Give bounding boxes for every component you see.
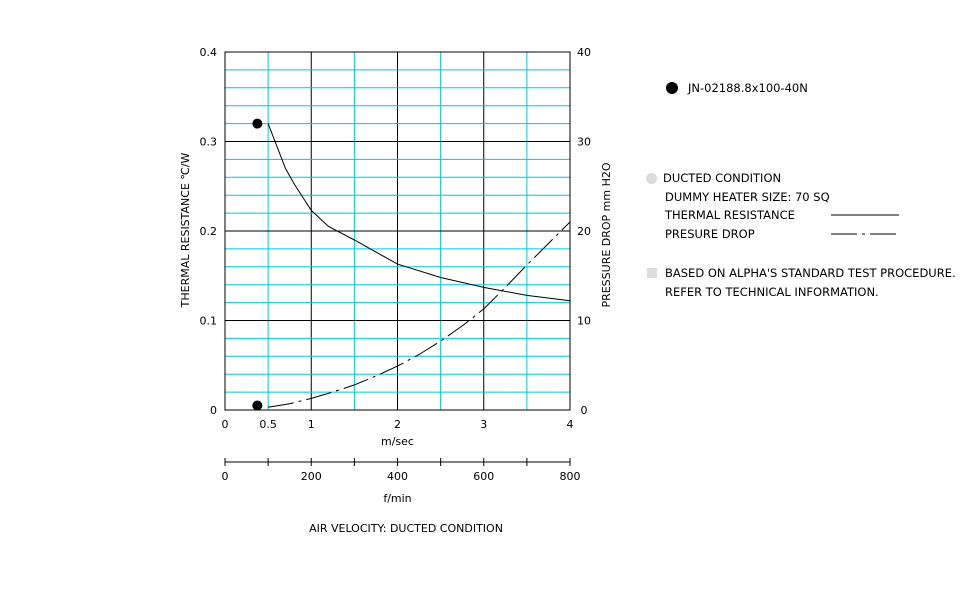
thermal-legend-row: THERMAL RESISTANCE (646, 206, 901, 225)
y-right-tick-label: 10 (577, 315, 591, 328)
x-tick-label: 4 (567, 418, 574, 431)
y-left-tick-label: 0.4 (200, 46, 218, 59)
y-left-tick-label: 0.1 (200, 315, 218, 328)
plot-frame (224, 51, 571, 411)
x-bottom-caption: AIR VELOCITY: DUCTED CONDITION (309, 522, 503, 535)
condition-row: DUCTED CONDITION (646, 169, 901, 188)
y-left-tick-label: 0 (210, 404, 217, 417)
note-line-1: BASED ON ALPHA'S STANDARD TEST PROCEDURE… (665, 266, 956, 280)
grey-dot-icon (646, 172, 657, 184)
y-right-tick-label: 30 (577, 136, 591, 149)
note-row: BASED ON ALPHA'S STANDARD TEST PROCEDURE… (647, 264, 956, 283)
y-left-tick-label: 0.3 (200, 136, 218, 149)
solid-line-icon (831, 214, 899, 216)
pressure-legend-row: PRESURE DROP (646, 225, 901, 244)
x2-tick-label: 600 (473, 470, 494, 483)
chart-series (267, 123, 571, 408)
dashdot-line-icon (831, 233, 899, 235)
black-dot-icon (666, 82, 678, 94)
y-right-tick-label: 20 (577, 225, 591, 238)
chart-grid (224, 51, 571, 411)
thermal-legend-label: THERMAL RESISTANCE (665, 208, 795, 223)
pressure-legend-label: PRESURE DROP (665, 226, 755, 241)
x2-axis-label: f/min (383, 492, 411, 505)
thermal-series-line (267, 123, 571, 302)
x-tick-label: 2 (394, 418, 401, 431)
x-tick-label: 0 (222, 418, 229, 431)
x-tick-label: 0.5 (259, 418, 277, 431)
grey-square-icon (647, 268, 657, 279)
chart-markers (252, 118, 263, 411)
y-right-axis-label: PRESSURE DROP mm H2O (600, 162, 613, 307)
x-tick-label: 1 (308, 418, 315, 431)
part-number: JN-02188.8x100-40N (688, 81, 808, 95)
x2-tick-label: 0 (222, 470, 229, 483)
note-line-2: REFER TO TECHNICAL INFORMATION. (665, 284, 879, 299)
y-left-axis-label: THERMAL RESISTANCE ℃/W (179, 153, 192, 309)
pressure-series-line (268, 221, 571, 408)
part-number-legend: JN-02188.8x100-40N (666, 81, 808, 95)
condition-legend: DUCTED CONDITION DUMMY HEATER SIZE: 70 S… (646, 169, 901, 243)
x2-tick-label: 800 (560, 470, 581, 483)
heater-size: DUMMY HEATER SIZE: 70 SQ (665, 189, 830, 204)
x-axis-label: m/sec (381, 435, 414, 448)
data-marker (252, 400, 263, 411)
y-right-tick-label: 40 (577, 46, 591, 59)
condition-text: DUCTED CONDITION (663, 171, 782, 185)
procedure-note: BASED ON ALPHA'S STANDARD TEST PROCEDURE… (647, 264, 956, 301)
y-right-tick-label: 0 (581, 404, 588, 417)
x2-tick-label: 400 (387, 470, 408, 483)
chart-axes (224, 51, 571, 466)
data-marker (252, 118, 263, 129)
x2-tick-label: 200 (301, 470, 322, 483)
y-left-tick-label: 0.2 (200, 225, 218, 238)
x-tick-label: 3 (480, 418, 487, 431)
